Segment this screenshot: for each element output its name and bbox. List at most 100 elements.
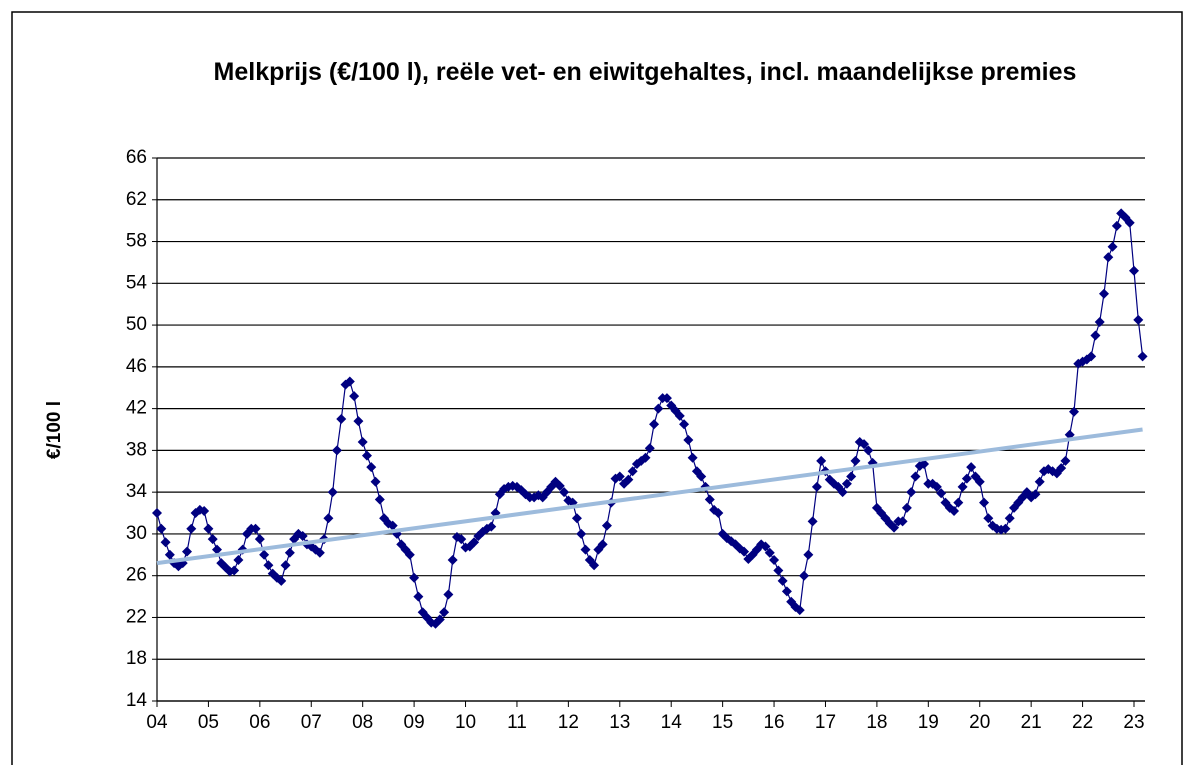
data-point bbox=[1124, 217, 1135, 228]
y-tick-label: 34 bbox=[126, 481, 148, 502]
data-point bbox=[276, 575, 287, 586]
x-tick-label: 04 bbox=[146, 712, 168, 733]
data-point bbox=[1069, 406, 1080, 417]
data-point bbox=[409, 572, 420, 583]
x-tick-label: 18 bbox=[866, 712, 887, 733]
data-point bbox=[850, 455, 861, 466]
x-tick-label: 15 bbox=[712, 712, 733, 733]
data-point bbox=[1107, 241, 1118, 252]
data-point bbox=[846, 471, 857, 482]
data-point bbox=[229, 565, 240, 576]
data-point bbox=[623, 474, 634, 485]
data-point bbox=[897, 516, 908, 527]
trend-line bbox=[156, 427, 1143, 566]
data-point bbox=[571, 513, 582, 524]
data-point bbox=[1090, 330, 1101, 341]
data-point bbox=[413, 591, 424, 602]
y-axis-label: €/100 l bbox=[44, 401, 65, 459]
data-point bbox=[233, 555, 244, 566]
data-point bbox=[1137, 351, 1148, 362]
data-point bbox=[953, 497, 964, 508]
data-point bbox=[336, 414, 347, 425]
data-point bbox=[439, 607, 450, 618]
y-tick-label: 62 bbox=[126, 189, 147, 210]
data-point bbox=[387, 520, 398, 531]
x-tick-label: 17 bbox=[815, 712, 836, 733]
y-tick-label: 38 bbox=[126, 439, 147, 460]
data-point bbox=[1086, 351, 1097, 362]
data-point bbox=[349, 391, 360, 402]
x-tick-label: 14 bbox=[661, 712, 683, 733]
y-tick-label: 14 bbox=[126, 690, 148, 711]
data-point bbox=[254, 534, 265, 545]
data-point bbox=[186, 523, 197, 534]
data-point bbox=[156, 523, 167, 534]
data-point bbox=[713, 508, 724, 519]
data-line bbox=[156, 212, 1144, 625]
data-point bbox=[1133, 314, 1144, 325]
data-point bbox=[687, 452, 698, 463]
x-tick-label: 10 bbox=[455, 712, 476, 733]
data-point bbox=[957, 481, 968, 492]
data-point bbox=[559, 487, 570, 498]
data-point bbox=[327, 487, 338, 498]
data-point bbox=[936, 488, 947, 499]
data-point bbox=[580, 544, 591, 555]
data-point bbox=[597, 539, 608, 550]
data-point bbox=[344, 376, 355, 387]
data-point bbox=[576, 528, 587, 539]
data-point bbox=[331, 445, 342, 456]
data-point bbox=[404, 549, 415, 560]
x-tick-label: 06 bbox=[249, 712, 270, 733]
x-tick-label: 12 bbox=[558, 712, 579, 733]
data-point bbox=[931, 481, 942, 492]
data-point bbox=[181, 546, 192, 557]
data-point bbox=[794, 605, 805, 616]
data-point bbox=[1060, 455, 1071, 466]
data-point bbox=[807, 516, 818, 527]
data-point bbox=[644, 443, 655, 454]
data-point bbox=[696, 471, 707, 482]
data-point bbox=[263, 560, 274, 571]
y-tick-label: 22 bbox=[126, 606, 147, 627]
data-point bbox=[1094, 316, 1105, 327]
y-tick-label: 18 bbox=[126, 648, 147, 669]
data-point bbox=[910, 471, 921, 482]
data-point bbox=[781, 586, 792, 597]
data-point bbox=[649, 419, 660, 430]
y-tick-label: 58 bbox=[126, 231, 147, 252]
data-point bbox=[799, 570, 810, 581]
data-point bbox=[739, 546, 750, 557]
data-point bbox=[486, 521, 497, 532]
data-point bbox=[803, 549, 814, 560]
data-point bbox=[640, 452, 651, 463]
data-point bbox=[456, 534, 467, 545]
data-point bbox=[777, 575, 788, 586]
data-point bbox=[353, 416, 364, 427]
data-point bbox=[961, 473, 972, 484]
data-point bbox=[297, 531, 308, 542]
y-tick-label: 54 bbox=[126, 272, 148, 293]
data-point bbox=[361, 450, 372, 461]
data-point bbox=[434, 614, 445, 625]
data-point bbox=[704, 494, 715, 505]
y-tick-label: 42 bbox=[126, 398, 147, 419]
data-point bbox=[1111, 220, 1122, 231]
data-point bbox=[901, 502, 912, 513]
data-point bbox=[1034, 476, 1045, 487]
x-tick-label: 08 bbox=[352, 712, 373, 733]
y-tick-label: 46 bbox=[126, 356, 147, 377]
data-point bbox=[949, 505, 960, 516]
y-tick-label: 50 bbox=[126, 314, 147, 335]
data-point bbox=[889, 522, 900, 533]
data-point bbox=[906, 487, 917, 498]
x-tick-label: 13 bbox=[609, 712, 630, 733]
data-point bbox=[859, 439, 870, 450]
x-tick-label: 11 bbox=[507, 712, 527, 733]
data-point bbox=[370, 476, 381, 487]
x-tick-label: 22 bbox=[1072, 712, 1093, 733]
data-point bbox=[863, 445, 874, 456]
data-point bbox=[653, 403, 664, 414]
